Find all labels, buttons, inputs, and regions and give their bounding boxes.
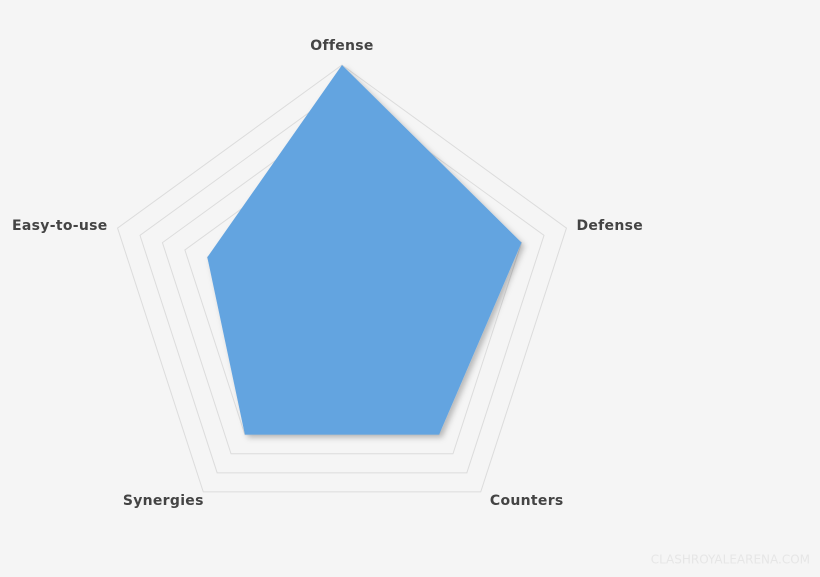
axis-label: Defense	[576, 218, 643, 234]
grid-ring	[139, 87, 545, 474]
axis-label: Offense	[310, 38, 373, 54]
data-area	[207, 65, 522, 435]
axis-label: Easy-to-use	[12, 218, 108, 234]
grid-ring	[116, 64, 568, 493]
axis-label: Counters	[490, 493, 564, 509]
watermark: CLASHROYALEARENA.COM	[651, 553, 810, 567]
axis-label: Synergies	[123, 493, 204, 509]
